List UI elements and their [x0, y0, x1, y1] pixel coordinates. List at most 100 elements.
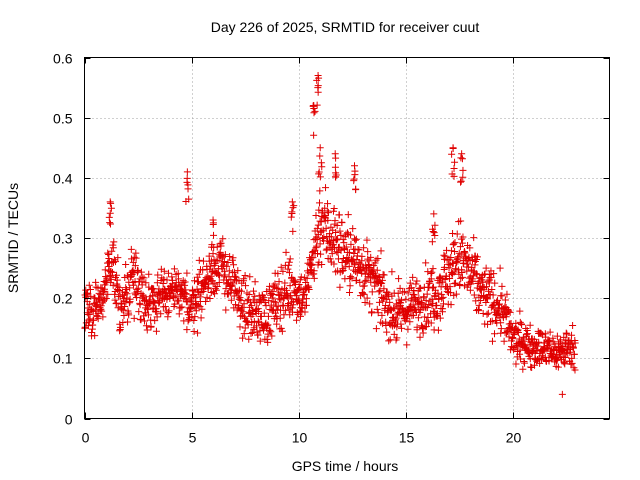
data-point [402, 295, 410, 303]
data-point [86, 300, 94, 308]
data-point [368, 308, 376, 316]
data-point [445, 255, 453, 263]
data-point [395, 275, 403, 283]
data-point [325, 209, 333, 217]
data-point [466, 286, 474, 294]
data-point [125, 311, 133, 319]
data-point [380, 271, 388, 279]
data-point [535, 338, 543, 346]
data-point [449, 269, 457, 277]
data-point [106, 198, 114, 206]
data-point [346, 282, 354, 290]
data-point [107, 267, 115, 275]
data-point [212, 286, 220, 294]
y-tick-label: 0.4 [53, 171, 73, 187]
data-point [214, 256, 222, 264]
data-point [191, 313, 199, 321]
data-point [182, 290, 190, 298]
data-point [456, 280, 464, 288]
data-point [153, 313, 161, 321]
data-point [500, 337, 508, 345]
data-point [124, 318, 132, 326]
data-point [155, 299, 163, 307]
data-point [277, 263, 285, 271]
data-point [360, 290, 368, 298]
data-point [372, 256, 380, 264]
data-point [347, 273, 355, 281]
data-point [142, 322, 150, 330]
data-point [368, 288, 376, 296]
data-point [101, 296, 109, 304]
data-point [247, 329, 255, 337]
data-point [447, 301, 455, 309]
data-point [489, 291, 497, 299]
data-point [211, 290, 219, 298]
data-point [316, 240, 324, 248]
data-point [188, 297, 196, 305]
data-point [239, 334, 247, 342]
data-point [440, 251, 448, 259]
data-point [211, 268, 219, 276]
data-point [85, 318, 93, 326]
data-point [375, 273, 383, 281]
data-point [382, 321, 390, 329]
chart-title: Day 226 of 2025, SRMTID for receiver cuu… [211, 19, 480, 35]
data-point [466, 244, 474, 252]
data-point [220, 258, 228, 266]
data-point [207, 272, 215, 280]
data-point [436, 274, 444, 282]
data-point [125, 299, 133, 307]
data-point [139, 292, 147, 300]
data-point [373, 305, 381, 313]
data-point [355, 246, 363, 254]
data-point [234, 292, 242, 300]
data-point [190, 328, 198, 336]
data-point [231, 272, 239, 280]
data-point [392, 314, 400, 322]
data-point [251, 292, 259, 300]
data-point [337, 246, 345, 254]
data-point [302, 278, 310, 286]
data-point [475, 301, 483, 309]
data-point [279, 267, 287, 275]
data-point [365, 257, 373, 265]
data-point [132, 254, 140, 262]
data-point [260, 309, 268, 317]
data-point [358, 252, 366, 260]
data-point [312, 212, 320, 220]
data-point [342, 243, 350, 251]
data-point [340, 244, 348, 252]
data-point [516, 307, 524, 315]
data-point [147, 322, 155, 330]
data-point [366, 300, 374, 308]
data-point [195, 270, 203, 278]
data-point [148, 292, 156, 300]
data-point [331, 217, 339, 225]
data-point [330, 260, 338, 268]
data-point [419, 329, 427, 337]
data-point [274, 285, 282, 293]
data-point [313, 225, 321, 233]
data-point [131, 262, 139, 270]
data-point [313, 76, 321, 84]
data-point [349, 225, 357, 233]
data-point [505, 333, 513, 341]
data-point [190, 316, 198, 324]
data-point [227, 296, 235, 304]
data-point [360, 244, 368, 252]
data-point [297, 304, 305, 312]
data-point [520, 358, 528, 366]
data-point [457, 154, 465, 162]
data-point [457, 274, 465, 282]
data-point [203, 293, 211, 301]
data-point [363, 294, 371, 302]
data-point [484, 277, 492, 285]
data-point [237, 296, 245, 304]
data-point [254, 331, 262, 339]
data-point [464, 255, 472, 263]
data-point [220, 261, 228, 269]
data-point [447, 254, 455, 262]
data-point [175, 297, 183, 305]
data-point [317, 250, 325, 258]
data-point [240, 330, 248, 338]
